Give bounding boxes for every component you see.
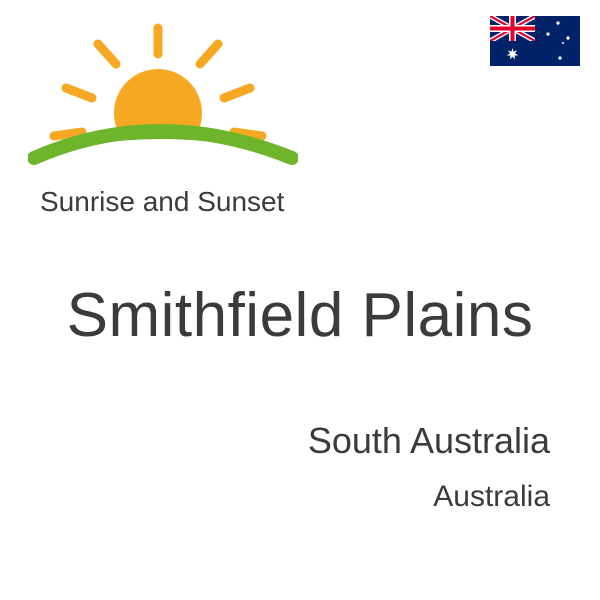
australia-flag-icon — [490, 16, 580, 66]
sunrise-logo-icon — [28, 18, 298, 178]
tagline-text: Sunrise and Sunset — [40, 186, 284, 218]
country-text: Australia — [433, 480, 550, 514]
region-text: South Australia — [308, 420, 550, 462]
location-title: Smithfield Plains — [0, 280, 600, 351]
